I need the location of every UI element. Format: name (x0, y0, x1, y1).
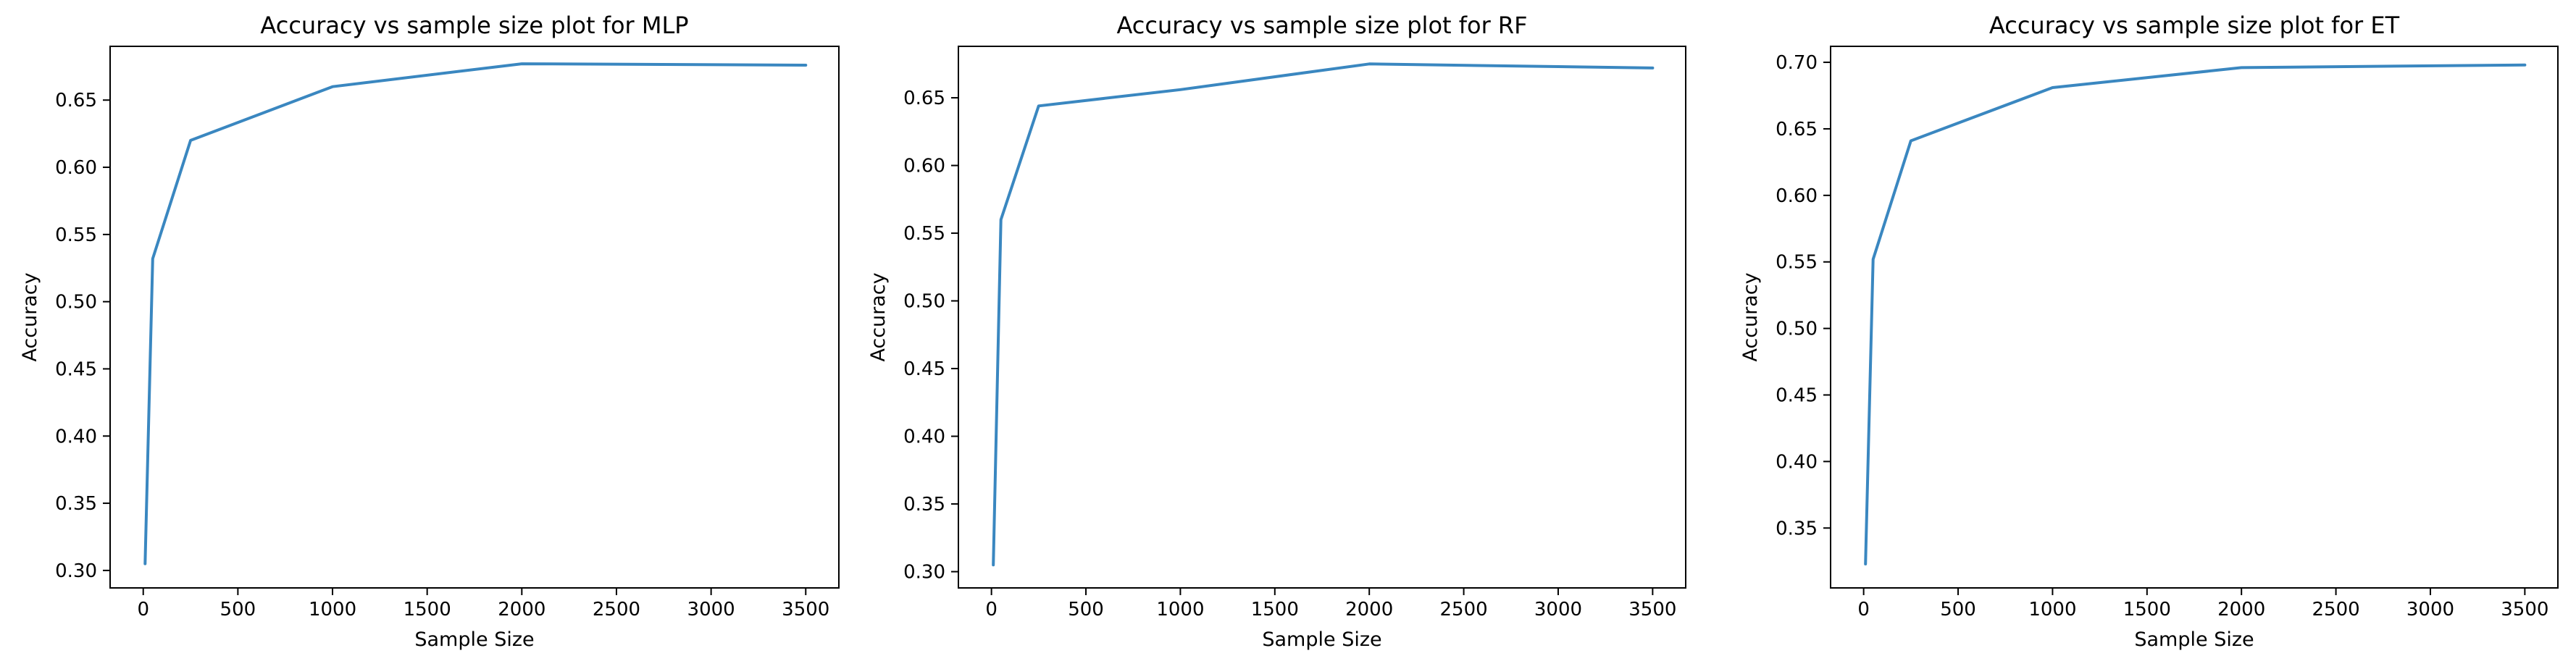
chart-panel-3: Accuracy vs sample size plot for ET 0 500 1… (1739, 12, 2559, 651)
x-tick-label: 2500 (1439, 599, 1487, 620)
y-tick-label: 0.50 (1776, 319, 1818, 340)
y-tick-label: 0.40 (1776, 451, 1818, 473)
x-tick-label: 500 (1940, 599, 1976, 620)
x-tick-label: 1000 (2028, 599, 2076, 620)
y-tick-label: 0.45 (55, 358, 97, 380)
y-axis-label: Accuracy (867, 272, 890, 361)
x-tick-label: 3000 (2406, 599, 2454, 620)
y-axis-label: Accuracy (19, 272, 41, 361)
x-tick-label: 0 (1857, 599, 1870, 620)
x-tick-label: 3000 (687, 599, 735, 620)
y-tick-label: 0.60 (55, 157, 97, 179)
x-tick-label: 1000 (309, 599, 356, 620)
plot-frame (1830, 46, 2559, 589)
x-tick-label: 500 (1068, 599, 1104, 620)
y-tick-label: 0.55 (903, 223, 945, 245)
x-tick-label: 0 (985, 599, 998, 620)
chart-title: Accuracy vs sample size plot for MLP (260, 12, 688, 39)
y-tick-label: 0.60 (1776, 185, 1818, 207)
x-tick-label: 3000 (1534, 599, 1582, 620)
y-tick-label: 0.40 (903, 426, 945, 448)
series-line-1 (992, 62, 1655, 567)
x-tick-label: 1500 (403, 599, 451, 620)
x-axis-label: Sample Size (414, 628, 534, 651)
chart-title: Accuracy vs sample size plot for ET (1989, 12, 2400, 39)
y-tick-label: 0.35 (55, 493, 97, 515)
y-tick-label: 0.65 (1776, 119, 1818, 140)
y-tick-label: 0.40 (55, 426, 97, 447)
x-tick-label: 2000 (498, 599, 545, 620)
y-tick-label: 0.35 (1776, 518, 1818, 539)
x-axis-label: Sample Size (1262, 628, 1381, 651)
x-tick-label: 500 (220, 599, 256, 620)
x-tick-label: 3500 (782, 599, 829, 620)
y-tick-label: 0.35 (903, 494, 945, 516)
y-tick-label: 0.60 (903, 156, 945, 177)
x-tick-label: 3500 (2501, 599, 2548, 620)
y-axis-label: Accuracy (1739, 272, 1762, 361)
y-tick-label: 0.65 (55, 90, 97, 112)
chart-panel-2: Accuracy vs sample size plot for RF 0 500 1… (867, 12, 1686, 651)
y-tick-label: 0.30 (55, 560, 97, 582)
x-tick-label: 0 (137, 599, 149, 620)
x-tick-label: 2500 (2312, 599, 2359, 620)
y-tick-label: 0.50 (55, 292, 97, 314)
plot-frame (109, 46, 840, 589)
x-tick-label: 1500 (2123, 599, 2171, 620)
x-tick-label: 2000 (1345, 599, 1393, 620)
x-tick-label: 1500 (1251, 599, 1299, 620)
x-tick-label: 2000 (2217, 599, 2265, 620)
x-tick-label: 3500 (1628, 599, 1676, 620)
y-tick-label: 0.70 (1776, 52, 1818, 74)
x-tick-label: 2500 (593, 599, 640, 620)
y-tick-label: 0.30 (903, 562, 945, 584)
x-axis-label: Sample Size (2134, 628, 2254, 651)
x-tick-label: 1000 (1156, 599, 1204, 620)
y-tick-label: 0.45 (903, 358, 945, 380)
y-tick-label: 0.55 (1776, 252, 1818, 274)
y-tick-label: 0.55 (55, 224, 97, 246)
y-tick-label: 0.45 (1776, 385, 1818, 407)
series-line-1 (1864, 63, 2527, 565)
series-line-1 (143, 62, 808, 565)
chart-panel-1: Accuracy vs sample size plot for MLP 0 500… (19, 12, 840, 651)
y-tick-label: 0.50 (903, 291, 945, 313)
y-tick-label: 0.65 (903, 88, 945, 109)
chart-title: Accuracy vs sample size plot for RF (1116, 12, 1527, 39)
plot-frame (958, 46, 1686, 589)
